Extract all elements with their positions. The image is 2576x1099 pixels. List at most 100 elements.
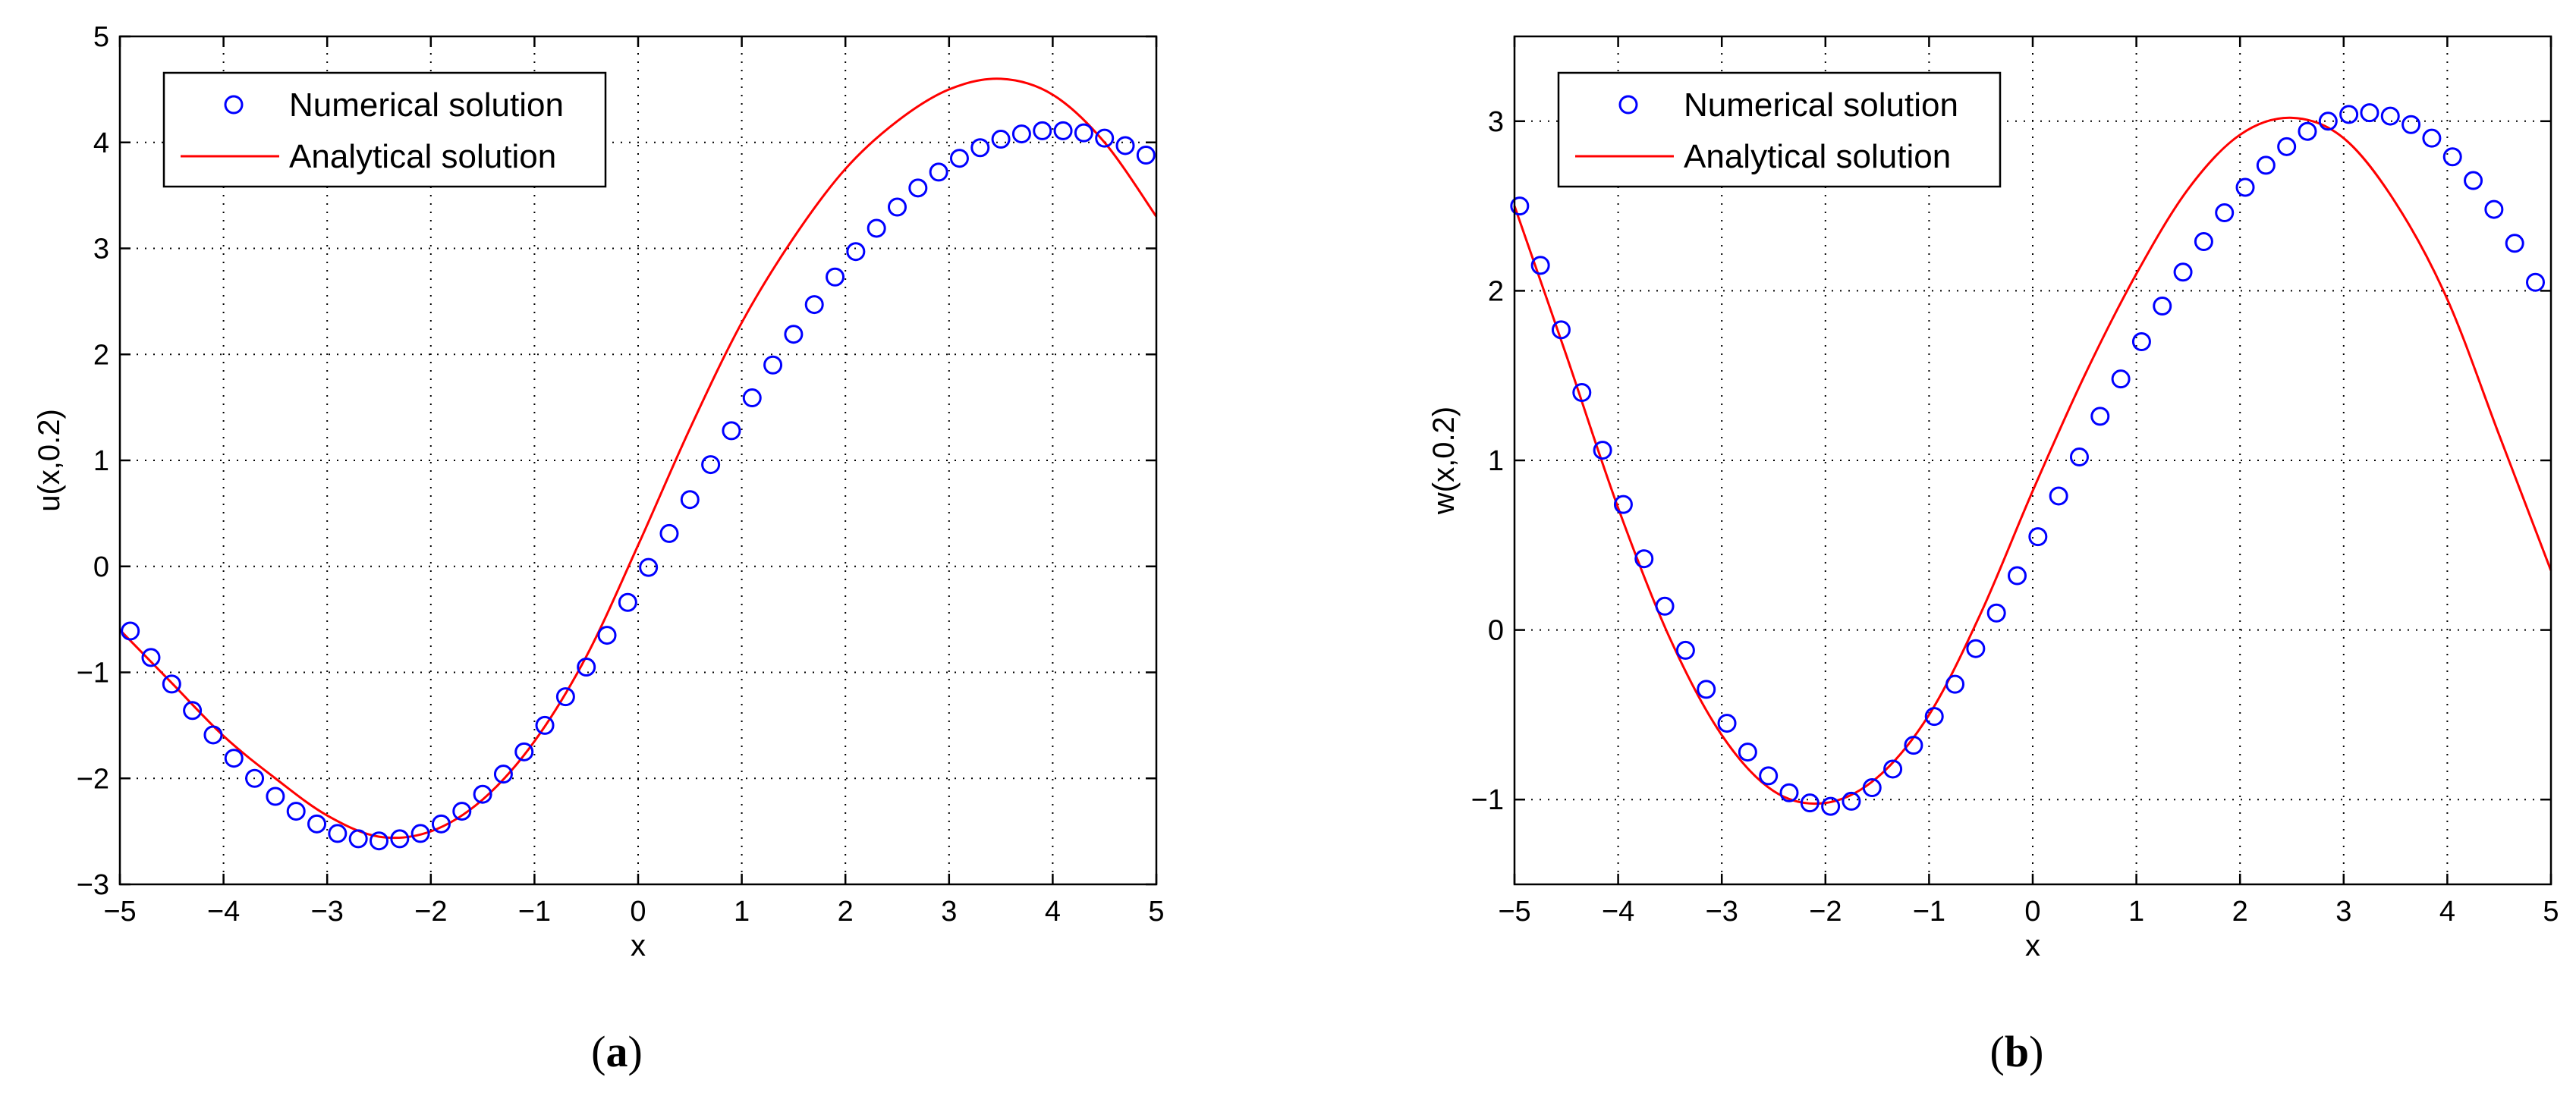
numerical-marker (1593, 441, 1612, 460)
numerical-marker (2235, 177, 2255, 197)
numerical-marker (1551, 320, 1571, 340)
x-tick-label: 5 (2543, 896, 2559, 928)
x-tick-label: −4 (1602, 896, 1634, 928)
numerical-marker (2422, 128, 2442, 148)
numerical-marker (2380, 106, 2400, 126)
numerical-marker (1115, 136, 1135, 155)
numerical-marker (2360, 103, 2379, 123)
y-tick-label: 1 (93, 445, 109, 477)
numerical-marker (2111, 369, 2131, 389)
x-tick-label: 4 (1045, 896, 1061, 928)
y-tick-label: 0 (93, 551, 109, 583)
x-tick-label: 5 (1148, 896, 1164, 928)
numerical-marker (2153, 297, 2172, 316)
numerical-marker (867, 218, 886, 238)
numerical-marker (141, 648, 161, 667)
numerical-marker (535, 715, 555, 735)
panel-caption: (b) (1990, 1027, 2044, 1076)
numerical-marker (1095, 128, 1115, 148)
numerical-marker (1572, 383, 1592, 403)
y-tick-label: 2 (93, 339, 109, 371)
legend-box (1557, 71, 2002, 188)
numerical-marker (2008, 566, 2027, 586)
numerical-solution-markers (1510, 103, 2546, 816)
legend-label-numerical: Numerical solution (289, 86, 564, 124)
numerical-marker (846, 242, 866, 262)
legend-label-analytical: Analytical solution (1684, 138, 1951, 175)
numerical-marker (2069, 447, 2089, 467)
numerical-marker (2505, 234, 2524, 253)
x-tick-label: −1 (518, 896, 551, 928)
x-tick-label: 2 (2232, 896, 2248, 928)
numerical-marker (1842, 791, 1861, 811)
y-tick-label: 0 (1488, 615, 1504, 647)
numerical-marker (701, 455, 721, 475)
x-tick-label: 0 (2024, 896, 2040, 928)
legend-label-analytical: Analytical solution (289, 138, 556, 175)
numerical-marker (224, 749, 244, 768)
numerical-marker (1986, 603, 2006, 623)
numerical-marker (1862, 778, 1882, 798)
y-tick-label: −1 (1471, 784, 1504, 816)
x-tick-label: −2 (1809, 896, 1842, 928)
x-tick-label: 3 (2335, 896, 2351, 928)
legend: Numerical solution Analytical solution (1557, 71, 2002, 188)
numerical-marker (970, 138, 990, 158)
numerical-marker (908, 178, 928, 198)
numerical-marker (888, 197, 907, 217)
numerical-marker (2173, 262, 2193, 282)
numerical-marker (1675, 640, 1695, 660)
y-tick-label: 2 (1488, 275, 1504, 307)
y-tick-label: −1 (77, 658, 109, 689)
numerical-marker (1924, 707, 1944, 727)
numerical-marker (826, 267, 845, 287)
numerical-marker (1530, 256, 1550, 275)
numerical-marker (1510, 196, 1530, 216)
numerical-marker (473, 784, 492, 804)
numerical-marker (1800, 793, 1820, 813)
x-tick-label: 3 (941, 896, 957, 928)
numerical-marker (2442, 147, 2462, 167)
y-tick-label: 3 (93, 234, 109, 265)
numerical-marker (1779, 783, 1799, 802)
numerical-marker (1136, 146, 1156, 165)
numerical-marker (742, 388, 762, 408)
grid (120, 36, 1156, 884)
numerical-marker (784, 325, 804, 344)
numerical-marker (949, 149, 969, 168)
numerical-marker (2526, 272, 2546, 292)
numerical-marker (2484, 199, 2504, 219)
x-tick-label: 1 (734, 896, 750, 928)
y-tick-label: −3 (77, 869, 109, 901)
numerical-marker (1759, 766, 1779, 786)
legend-box (162, 71, 607, 188)
numerical-marker (2277, 137, 2297, 156)
numerical-marker (2298, 121, 2317, 141)
numerical-marker (2131, 331, 2151, 351)
numerical-marker (1821, 796, 1841, 816)
numerical-marker (1655, 596, 1675, 616)
numerical-marker (1634, 549, 1654, 569)
numerical-marker (1074, 123, 1093, 143)
x-tick-label: −3 (1706, 896, 1738, 928)
x-tick-label: 1 (2128, 896, 2144, 928)
numerical-marker (763, 355, 783, 375)
numerical-marker (618, 592, 637, 612)
numerical-marker (1613, 495, 1633, 514)
legend: Numerical solution Analytical solution (162, 71, 607, 188)
numerical-marker (1033, 121, 1052, 140)
x-tick-label: −3 (311, 896, 344, 928)
numerical-marker (307, 814, 327, 834)
numerical-marker (514, 742, 534, 761)
numerical-marker (991, 130, 1011, 149)
numerical-marker (1717, 714, 1737, 733)
numerical-marker (266, 787, 285, 806)
numerical-marker (597, 626, 617, 645)
numerical-marker (245, 768, 265, 788)
x-tick-label: 0 (630, 896, 646, 928)
y-axis-label: w(x,0.2) (1427, 407, 1461, 515)
y-tick-label: 5 (93, 21, 109, 53)
numerical-marker (2464, 171, 2483, 190)
numerical-marker (1966, 639, 1986, 658)
x-tick-label: −2 (414, 896, 447, 928)
